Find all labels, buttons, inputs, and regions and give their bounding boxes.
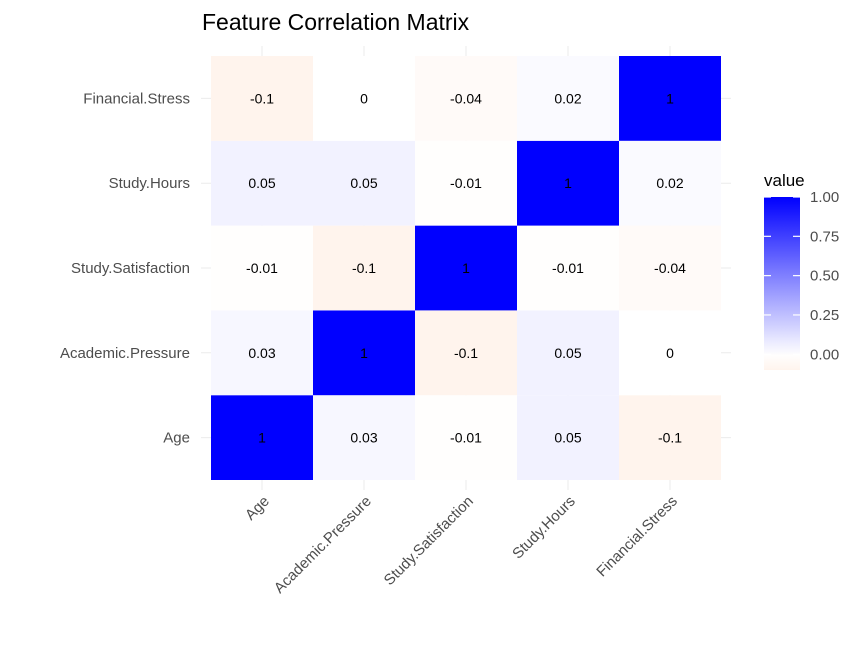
heatmap-cell (211, 395, 313, 480)
heatmap-cell (415, 225, 517, 311)
heatmap-cell (211, 310, 313, 396)
heatmap-cell (517, 225, 619, 311)
heatmap-cell (619, 225, 721, 311)
legend-ticks: 1.00 0.75 0.50 0.25 0.00 (764, 189, 839, 363)
cell-value-label: -0.01 (552, 260, 584, 276)
cell-value-label: 0.03 (350, 430, 377, 446)
y-tick-label: Financial.Stress (83, 90, 190, 107)
heatmap-cell (415, 310, 517, 396)
legend-colorbar (764, 197, 800, 370)
y-tick-label: Age (163, 430, 190, 447)
y-axis-ticks: Age Academic.Pressure Study.Satisfaction St… (60, 90, 190, 446)
heatmap-cell (415, 395, 517, 480)
cell-value-label: -0.1 (454, 345, 478, 361)
cell-value-label: 1 (462, 260, 470, 276)
cell-value-label: 1 (666, 90, 674, 106)
heatmap-cell (517, 395, 619, 480)
legend-title: value (764, 171, 805, 190)
cell-value-label: 0.02 (554, 90, 581, 106)
heatmap-cell (517, 140, 619, 226)
heatmap-cell (313, 395, 415, 480)
x-tick-label: Academic.Pressure (271, 493, 375, 597)
x-tick-label: Financial.Stress (593, 493, 680, 580)
cell-value-label: 1 (564, 175, 572, 191)
cell-value-label: 0.05 (554, 430, 581, 446)
heatmap-cell (517, 310, 619, 396)
legend-tick-label: 0.25 (810, 307, 839, 324)
cell-value-label: -0.04 (654, 260, 686, 276)
heatmap-cell (313, 140, 415, 226)
cell-value-label: -0.01 (450, 175, 482, 191)
heatmap-cell (313, 56, 415, 141)
heatmap-cell (619, 56, 721, 141)
cell-value-label: -0.01 (246, 260, 278, 276)
x-tick-label: Study.Satisfaction (381, 493, 477, 589)
cell-labels: 1 0.03 -0.01 0.05 -0.1 0.03 1 -0.1 0.05 0 -0.01 -0.… (246, 90, 686, 445)
x-tick-label: Study.Hours (509, 493, 579, 563)
heatmap-cell (415, 140, 517, 226)
chart-title: Feature Correlation Matrix (202, 9, 470, 35)
cell-value-label: -0.01 (450, 430, 482, 446)
y-tick-label: Study.Satisfaction (71, 260, 190, 277)
x-tick-label: Age (242, 493, 273, 524)
heatmap-cell (211, 225, 313, 311)
cell-value-label: 1 (360, 345, 368, 361)
legend-tick-label: 0.75 (810, 228, 839, 245)
cell-value-label: -0.1 (250, 90, 274, 106)
cell-value-label: 0.03 (248, 345, 275, 361)
y-tick-label: Academic.Pressure (60, 345, 190, 362)
y-tick-label: Study.Hours (109, 175, 190, 192)
cell-value-label: -0.04 (450, 90, 482, 106)
heatmap-cell (313, 225, 415, 311)
heatmap-cell (415, 56, 517, 141)
heatmap-cell (313, 310, 415, 396)
heatmap-cell (619, 140, 721, 226)
heatmap-cell (211, 56, 313, 141)
legend-tick-label: 1.00 (810, 189, 839, 206)
heatmap-cell (619, 310, 721, 396)
cell-value-label: -0.1 (352, 260, 376, 276)
legend-tick-label: 0.00 (810, 346, 839, 363)
cell-value-label: 0 (666, 345, 674, 361)
heatmap-cells (211, 56, 721, 480)
cell-value-label: 0.05 (248, 175, 275, 191)
cell-value-label: 0.05 (350, 175, 377, 191)
color-legend: value 1.00 0.75 0.50 0.25 0.00 (764, 171, 839, 370)
heatmap-cell (619, 395, 721, 480)
heatmap-cell (211, 140, 313, 226)
cell-value-label: 0.02 (656, 175, 683, 191)
cell-value-label: -0.1 (658, 430, 682, 446)
cell-value-label: 0 (360, 90, 368, 106)
heatmap-cell (517, 56, 619, 141)
legend-tick-label: 0.50 (810, 268, 839, 285)
cell-value-label: 0.05 (554, 345, 581, 361)
cell-value-label: 1 (258, 430, 266, 446)
